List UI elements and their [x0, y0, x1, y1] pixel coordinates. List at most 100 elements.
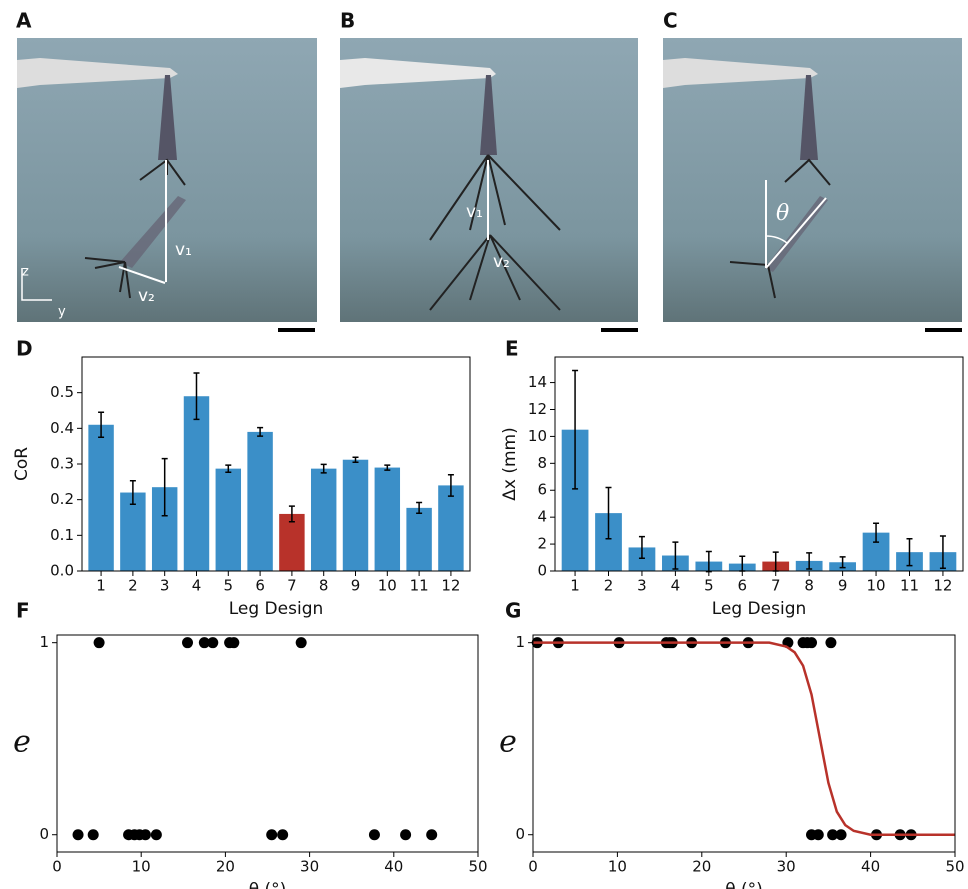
annotation: v₂: [493, 252, 510, 272]
y-tick-label: 0.3: [50, 455, 74, 473]
bar: [438, 485, 464, 571]
x-tick-label: 6: [738, 577, 748, 595]
y-tick-label: 0.1: [50, 526, 74, 544]
point: [72, 829, 84, 841]
error-bar: [288, 505, 295, 523]
x-tick-label: 10: [378, 577, 397, 595]
point: [827, 829, 839, 841]
bar: [279, 513, 305, 571]
point: [87, 829, 99, 841]
annotation: θ: [776, 201, 789, 226]
y-tick-label: 8: [537, 454, 547, 472]
y-tick-label: 10: [528, 427, 547, 445]
x-tick-label: 50: [468, 858, 487, 876]
y-tick-label: 0: [537, 562, 547, 580]
y-tick-label: 0: [39, 825, 49, 843]
error-bar: [906, 537, 913, 567]
x-tick-label: 1: [96, 577, 106, 595]
x-tick-label: 3: [637, 577, 647, 595]
point: [400, 829, 412, 841]
bar: [374, 467, 401, 571]
bar: [183, 396, 210, 571]
y-tick-label: 6: [537, 481, 547, 499]
point: [806, 637, 818, 649]
x-tick-label: 30: [300, 858, 319, 876]
x-tick-label: 0: [52, 858, 62, 876]
panel-label: B: [340, 9, 355, 33]
x-tick-label: 7: [287, 577, 297, 595]
x-tick-label: 6: [255, 577, 265, 595]
y-tick-label: 0.5: [50, 383, 74, 401]
error-bar: [839, 556, 846, 569]
x-tick-label: 2: [128, 577, 138, 595]
bar: [406, 507, 432, 571]
y-tick-label: 12: [528, 400, 547, 418]
error-bar: [672, 541, 679, 570]
point: [277, 829, 289, 841]
x-tick-label: 12: [933, 577, 952, 595]
x-tick-label: 10: [867, 577, 886, 595]
annotation: z: [22, 265, 29, 280]
x-tick-label: 5: [224, 577, 234, 595]
bar: [247, 431, 273, 571]
x-tick-label: 2: [604, 577, 614, 595]
x-tick-label: 9: [351, 577, 361, 595]
point: [207, 637, 219, 649]
panel-label: A: [16, 9, 32, 33]
y-tick-label: 4: [537, 508, 547, 526]
x-axis-label: Leg Design: [712, 599, 807, 619]
y-tick-label: 1: [39, 633, 49, 651]
point: [228, 637, 240, 649]
y-tick-label: 0.0: [50, 562, 74, 580]
point: [266, 829, 278, 841]
error-bar: [98, 411, 105, 438]
x-tick-label: 7: [771, 577, 781, 595]
error-bar: [129, 480, 136, 506]
x-tick-label: 10: [608, 858, 627, 876]
error-bar: [939, 535, 946, 570]
bar: [628, 547, 656, 571]
bar: [310, 468, 337, 571]
y-tick-label: 14: [528, 373, 547, 391]
y-tick-label: 2: [537, 535, 547, 553]
annotation: v₂: [138, 286, 155, 306]
x-tick-label: 9: [838, 577, 848, 595]
error-bar: [447, 473, 454, 497]
point: [835, 829, 847, 841]
point: [812, 829, 824, 841]
point: [139, 829, 151, 841]
annotation: y: [58, 305, 66, 320]
panel-label: E: [505, 337, 519, 361]
y-axis-label: e: [499, 725, 517, 760]
x-tick-label: 30: [777, 858, 796, 876]
y-tick-label: 0: [515, 825, 525, 843]
error-bar: [416, 501, 423, 514]
plot-frame: [81, 356, 471, 572]
x-tick-label: 11: [410, 577, 429, 595]
photo-a: v₁ v₂ z y: [17, 38, 317, 332]
y-tick-label: 0.2: [50, 490, 74, 508]
panel-label: D: [16, 337, 33, 361]
x-tick-label: 5: [704, 577, 714, 595]
y-tick-label: 1: [515, 633, 525, 651]
error-bar: [352, 456, 359, 463]
bar: [342, 459, 369, 571]
point: [198, 637, 210, 649]
x-tick-label: 11: [900, 577, 919, 595]
x-tick-label: 8: [804, 577, 814, 595]
point: [93, 637, 105, 649]
panel-label: G: [505, 599, 521, 623]
photo-c: θ: [663, 38, 962, 332]
error-bar: [572, 369, 579, 490]
plot-frame: [532, 634, 956, 853]
y-axis-label: e: [13, 725, 31, 760]
error-bar: [638, 535, 645, 559]
x-tick-label: 8: [319, 577, 329, 595]
y-axis-label: Δx (mm): [500, 427, 520, 500]
fit-line: [533, 641, 955, 836]
error-bar: [605, 486, 612, 540]
error-bar: [257, 426, 264, 437]
x-axis-label: θ (°): [725, 880, 763, 889]
